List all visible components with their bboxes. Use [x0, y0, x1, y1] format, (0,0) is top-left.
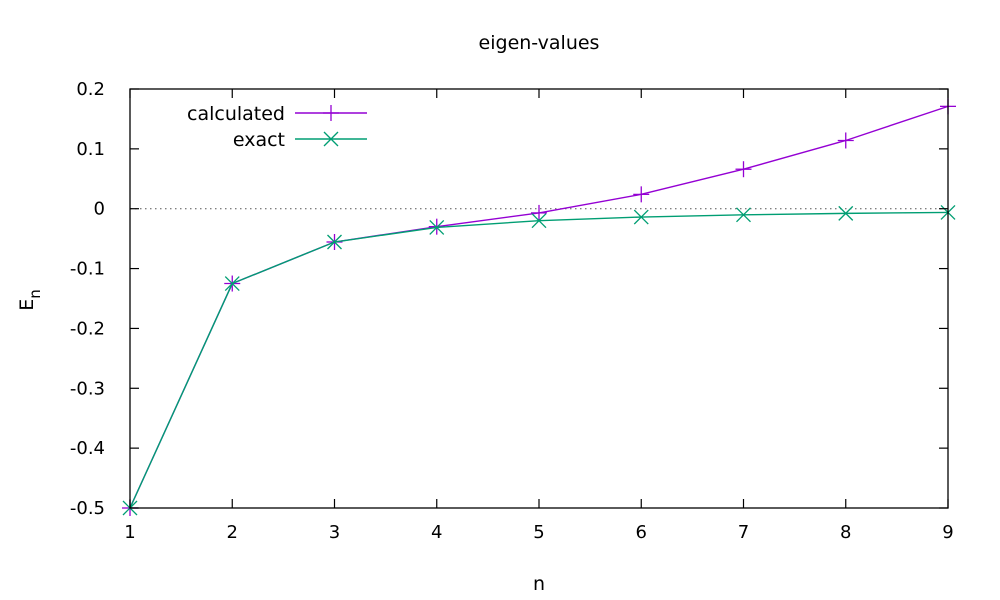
y-axis-label-main: E — [16, 299, 38, 311]
x-tick-label: 3 — [329, 522, 340, 543]
y-tick-label: 0 — [94, 199, 105, 220]
x-tick-label: 8 — [840, 522, 851, 543]
data-point-exact — [736, 207, 751, 223]
series-line-calculated — [129, 105, 949, 509]
data-point-exact — [327, 234, 342, 250]
legend-marker-exact — [323, 131, 339, 147]
x-tick-label: 9 — [942, 522, 953, 543]
y-tick-label: 0.1 — [76, 139, 105, 160]
legend-label-exact: exact — [233, 129, 285, 151]
y-tick-label: -0.3 — [70, 378, 105, 399]
series-exact — [122, 204, 956, 516]
x-tick-label: 5 — [533, 522, 544, 543]
legend: calculated exact — [187, 103, 367, 151]
y-tick-label: -0.2 — [70, 318, 105, 339]
data-point-calculated — [837, 132, 854, 149]
y-tick-label: -0.1 — [70, 259, 105, 280]
y-axis-label: En — [16, 289, 44, 311]
x-tick-label: 7 — [738, 522, 749, 543]
y-tick-label: 0.2 — [76, 79, 105, 100]
series-line-exact — [129, 211, 949, 509]
x-axis-label: n — [533, 573, 545, 595]
data-point-exact — [429, 219, 445, 235]
y-axis-label-sub: n — [26, 289, 44, 299]
data-point-exact — [633, 209, 649, 225]
data-point-calculated — [531, 204, 547, 221]
x-tick-label: 1 — [124, 522, 135, 543]
plot-frame — [129, 88, 949, 509]
legend-label-calculated: calculated — [187, 103, 285, 125]
x-tick-label: 6 — [636, 522, 647, 543]
data-point-calculated — [633, 186, 650, 203]
y-tick-label: -0.4 — [70, 438, 105, 459]
series-calculated — [122, 98, 956, 516]
data-point-exact — [838, 205, 854, 221]
x-tick-label: 4 — [431, 522, 442, 543]
data-point-exact — [224, 276, 240, 291]
x-tick-label: 2 — [227, 522, 238, 543]
y-tick-label: -0.5 — [70, 498, 105, 519]
data-point-exact — [531, 213, 547, 229]
legend-marker-calculated — [323, 105, 339, 121]
data-point-calculated — [735, 161, 752, 178]
chart-title: eigen-values — [479, 32, 600, 54]
